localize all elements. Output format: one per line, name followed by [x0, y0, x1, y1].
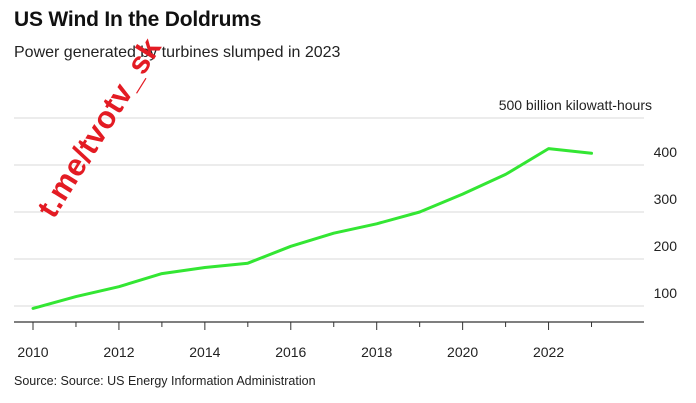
x-tick-label-2018: 2018 [361, 344, 392, 360]
x-tick-label-2022: 2022 [533, 344, 564, 360]
y-tick-label-300: 300 [654, 191, 678, 207]
x-tick-label-2010: 2010 [17, 344, 48, 360]
x-tick-label-2016: 2016 [275, 344, 306, 360]
y-tick-labels: 100 200 300 400 500 billion kilowatt-hours [499, 97, 678, 301]
x-tick-label-2012: 2012 [103, 344, 134, 360]
chart-subtitle: Power generated by turbines slumped in 2… [14, 44, 341, 61]
chart-title: US Wind In the Doldrums [14, 8, 262, 31]
source-note: Source: Source: US Energy Information Ad… [14, 374, 316, 388]
x-tick-label-2014: 2014 [189, 344, 220, 360]
x-tick-label-2020: 2020 [447, 344, 478, 360]
gridlines [14, 117, 644, 307]
y-tick-label-100: 100 [654, 285, 678, 301]
series-line-0 [31, 147, 593, 310]
y-tick-label-400: 400 [654, 144, 678, 160]
y-tick-label-200: 200 [654, 238, 678, 254]
x-axis: 2010 2012 2014 2016 2018 2020 2022 [14, 321, 644, 360]
y-tick-label-500: 500 billion kilowatt-hours [499, 97, 652, 113]
series-lines [31, 147, 593, 310]
